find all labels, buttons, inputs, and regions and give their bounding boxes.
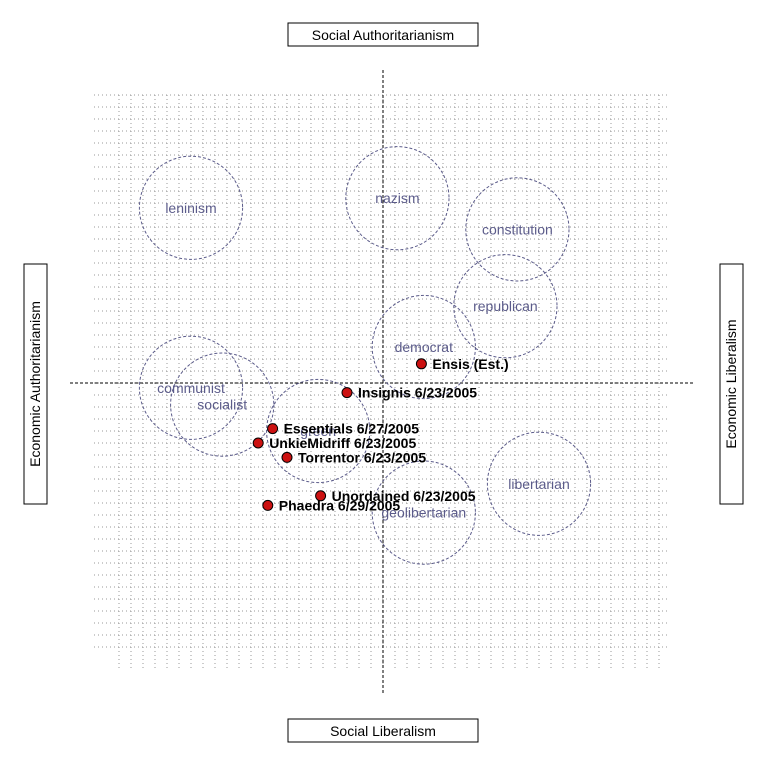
ideology-region: communist [138,335,244,440]
point-label: Ensis (Est.) [432,356,508,372]
point-label: UnkieMidriff 6/23/2005 [269,435,416,451]
data-point: Phaedra 6/29/2005 [262,497,401,513]
ideology-label: constitution [482,221,553,237]
ideology-circle [371,294,476,400]
ideology-region: socialist [170,352,275,457]
data-point: Unordained 6/23/2005 [315,488,476,504]
ideology-regions: leninism nazism constitution republican demo… [138,146,592,565]
ideology-label: socialist [197,397,247,413]
ideology-region: green [266,378,371,484]
ideology-circle [138,155,244,260]
axis-title-bottom-text: Social Liberalism [330,723,436,739]
ideology-region: republican [453,254,558,359]
point-label: Torrentor 6/23/2005 [298,449,426,465]
ideology-region: nazism [345,146,450,251]
ideology-circle [465,177,570,282]
ideology-label: democrat [395,339,453,355]
axis-title-right-text: Economic Liberalism [723,319,739,448]
ideology-label: green [300,423,336,439]
ideology-circle [138,335,244,440]
point-marker [315,490,327,502]
axes [70,70,695,695]
ideology-circle [486,431,592,536]
ideology-label: republican [473,298,538,314]
ideology-label: leninism [165,200,216,216]
axis-title-right: Economic Liberalism [719,263,744,505]
data-points: Ensis (Est.) Insignis 6/23/2005 Essentials… [252,356,509,513]
point-label: Unordained 6/23/2005 [332,488,476,504]
ideology-region: geolibertarian [371,460,476,565]
point-label: Insignis 6/23/2005 [358,385,477,401]
ideology-circle [266,378,371,484]
axis-title-top: Social Authoritarianism [287,22,479,47]
point-label: Phaedra 6/29/2005 [279,497,401,513]
ideology-label: nazism [375,190,419,206]
ideology-region: libertarian [486,431,592,536]
point-marker [262,499,274,511]
data-point: Torrentor 6/23/2005 [281,449,426,465]
point-marker [267,423,279,435]
ideology-label: geolibertarian [381,505,466,521]
point-marker [252,437,264,449]
data-point: Essentials 6/27/2005 [267,421,420,437]
point-marker [415,358,427,370]
ideology-region: constitution [465,177,570,282]
ideology-label: libertarian [508,476,569,492]
point-marker [341,387,353,399]
data-point: UnkieMidriff 6/23/2005 [252,435,416,451]
axis-title-left: Economic Authoritarianism [23,263,48,505]
point-label: Essentials 6/27/2005 [284,421,420,437]
ideology-label: communist [157,380,225,396]
data-point: Insignis 6/23/2005 [341,385,477,401]
axis-title-left-text: Economic Authoritarianism [27,301,43,467]
point-marker [281,451,293,463]
ideology-region: leninism [138,155,244,260]
ideology-circle [170,352,275,457]
ideology-circle [453,254,558,359]
ideology-region: democrat [371,294,476,400]
ideology-circle [371,460,476,565]
data-point: Ensis (Est.) [415,356,509,372]
axis-title-top-text: Social Authoritarianism [312,27,454,43]
ideology-circle [345,146,450,251]
axis-title-bottom: Social Liberalism [287,718,479,743]
